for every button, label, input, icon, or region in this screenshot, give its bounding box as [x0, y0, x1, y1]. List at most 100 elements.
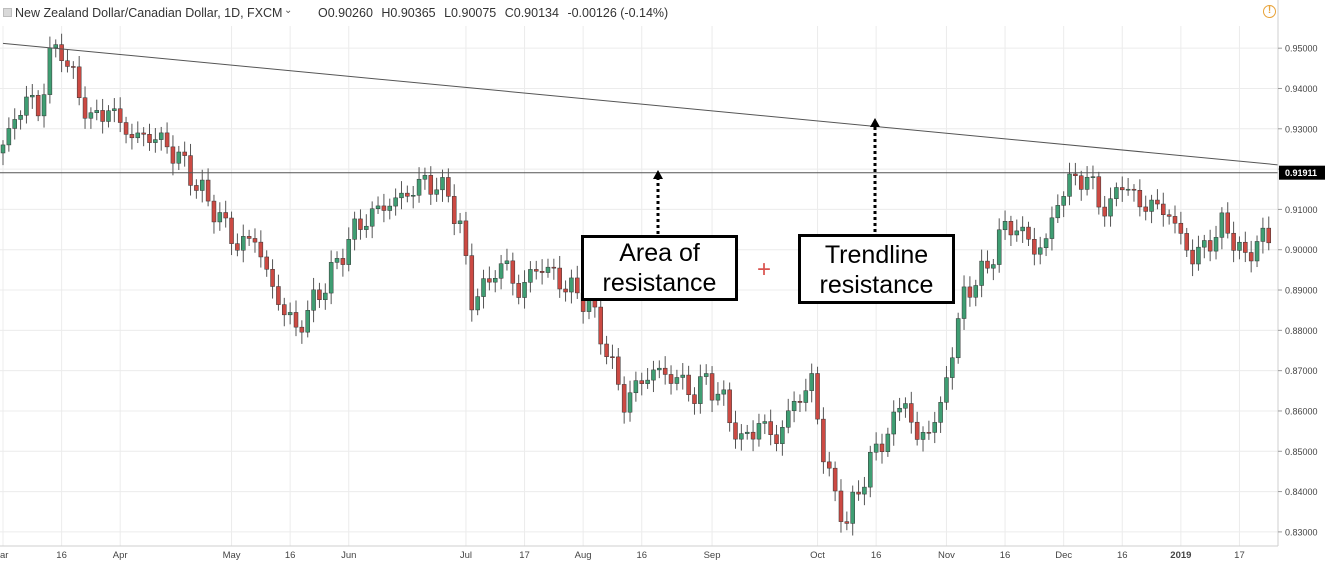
candle [680, 363, 686, 390]
candle-body [287, 312, 293, 316]
candle-body [539, 270, 545, 273]
candle [1266, 216, 1272, 251]
candle-body [428, 175, 434, 195]
time-tick-label: Jul [460, 550, 472, 561]
symbol-title[interactable]: New Zealand Dollar/Canadian Dollar, 1D, … [15, 6, 283, 20]
candle [135, 121, 141, 144]
candle [955, 312, 961, 364]
candle [668, 365, 674, 395]
arrow-head [653, 170, 663, 179]
price-tick-label: 0.90000 [1285, 245, 1318, 255]
candle-body [1260, 227, 1266, 242]
candle-body [258, 241, 264, 258]
candle-body [1090, 176, 1096, 178]
candle [557, 255, 562, 298]
ohlc-readout: O0.90260 H0.90365 L0.90075 C0.90134 -0.0… [318, 6, 673, 20]
candle-body [797, 400, 803, 403]
candle-body [1207, 240, 1213, 252]
candle [780, 420, 785, 456]
candle-body [610, 356, 615, 358]
candle-body [1243, 241, 1248, 253]
price-tick-label: 0.87000 [1285, 366, 1318, 376]
candle [352, 211, 357, 251]
candle-body [856, 491, 861, 495]
time-tick-label: Apr [113, 550, 128, 561]
candle-body [639, 380, 644, 384]
candle-body [323, 292, 328, 300]
candle-body [1202, 240, 1207, 248]
candle-body [1073, 173, 1078, 177]
candle [504, 248, 510, 271]
candle-body [662, 367, 668, 375]
time-tick-label: Jun [341, 550, 356, 561]
area-label-line1: Area of [619, 239, 700, 267]
candle-body [785, 410, 791, 428]
time-tick-label: Dec [1055, 550, 1072, 561]
candle-body [973, 285, 979, 298]
candle [1149, 194, 1154, 224]
candle [299, 320, 305, 344]
candle [393, 188, 398, 216]
candle-body [1143, 206, 1148, 212]
candle [639, 372, 644, 396]
candle [862, 476, 867, 506]
candle-body [158, 132, 164, 140]
candle [1190, 239, 1195, 277]
candle [1161, 192, 1166, 227]
candle-body [30, 94, 35, 98]
candle-body [457, 220, 463, 224]
open-value: O0.90260 [318, 6, 373, 20]
candle [94, 99, 100, 121]
candle-body [674, 377, 680, 384]
candle-body [241, 236, 246, 251]
candle [692, 387, 697, 415]
candle [996, 218, 1002, 273]
candle-body [147, 134, 152, 143]
candle-body [692, 394, 697, 404]
candle [1184, 227, 1189, 257]
candle-body [750, 431, 756, 440]
candle-body [575, 277, 580, 294]
time-tick-label: 2019 [1170, 550, 1191, 561]
candle [1219, 207, 1225, 250]
candle-body [950, 357, 955, 378]
candle [1108, 187, 1113, 227]
candle-body [1225, 212, 1230, 234]
price-axis-bg [1278, 0, 1325, 564]
warning-icon[interactable]: ! [1263, 5, 1276, 18]
candle-body [1219, 212, 1225, 238]
candle [938, 396, 943, 433]
candle-body [967, 286, 973, 298]
candle-body [282, 304, 287, 316]
candle-body [1026, 226, 1031, 240]
candle-body [955, 318, 961, 359]
change-value: -0.00126 (-0.14%) [567, 6, 669, 20]
candle [241, 224, 246, 263]
candle [1008, 215, 1014, 246]
candle [129, 123, 135, 150]
candle-body [35, 94, 41, 117]
candle [909, 391, 914, 434]
candle-body [1108, 198, 1113, 217]
candle-body [1190, 249, 1195, 265]
candle-body [932, 422, 937, 433]
candle [932, 411, 937, 444]
chevron-down-icon[interactable]: ⌄ [284, 5, 293, 16]
candle [399, 181, 404, 210]
candle [328, 250, 334, 305]
candle-body [41, 94, 47, 117]
price-tick-label: 0.86000 [1285, 406, 1318, 416]
candle [1125, 177, 1131, 196]
candle-body [211, 200, 217, 223]
candle [1084, 166, 1090, 196]
candle-body [873, 443, 879, 453]
candle-body [129, 134, 135, 139]
time-tick-label: 16 [871, 550, 882, 561]
area-arrow [653, 170, 663, 234]
candle-body [328, 262, 334, 294]
trendline-resistance-label: Trendline resistance [798, 234, 955, 304]
candle-body [516, 283, 521, 298]
candle-body [703, 373, 709, 377]
candle [235, 233, 240, 257]
